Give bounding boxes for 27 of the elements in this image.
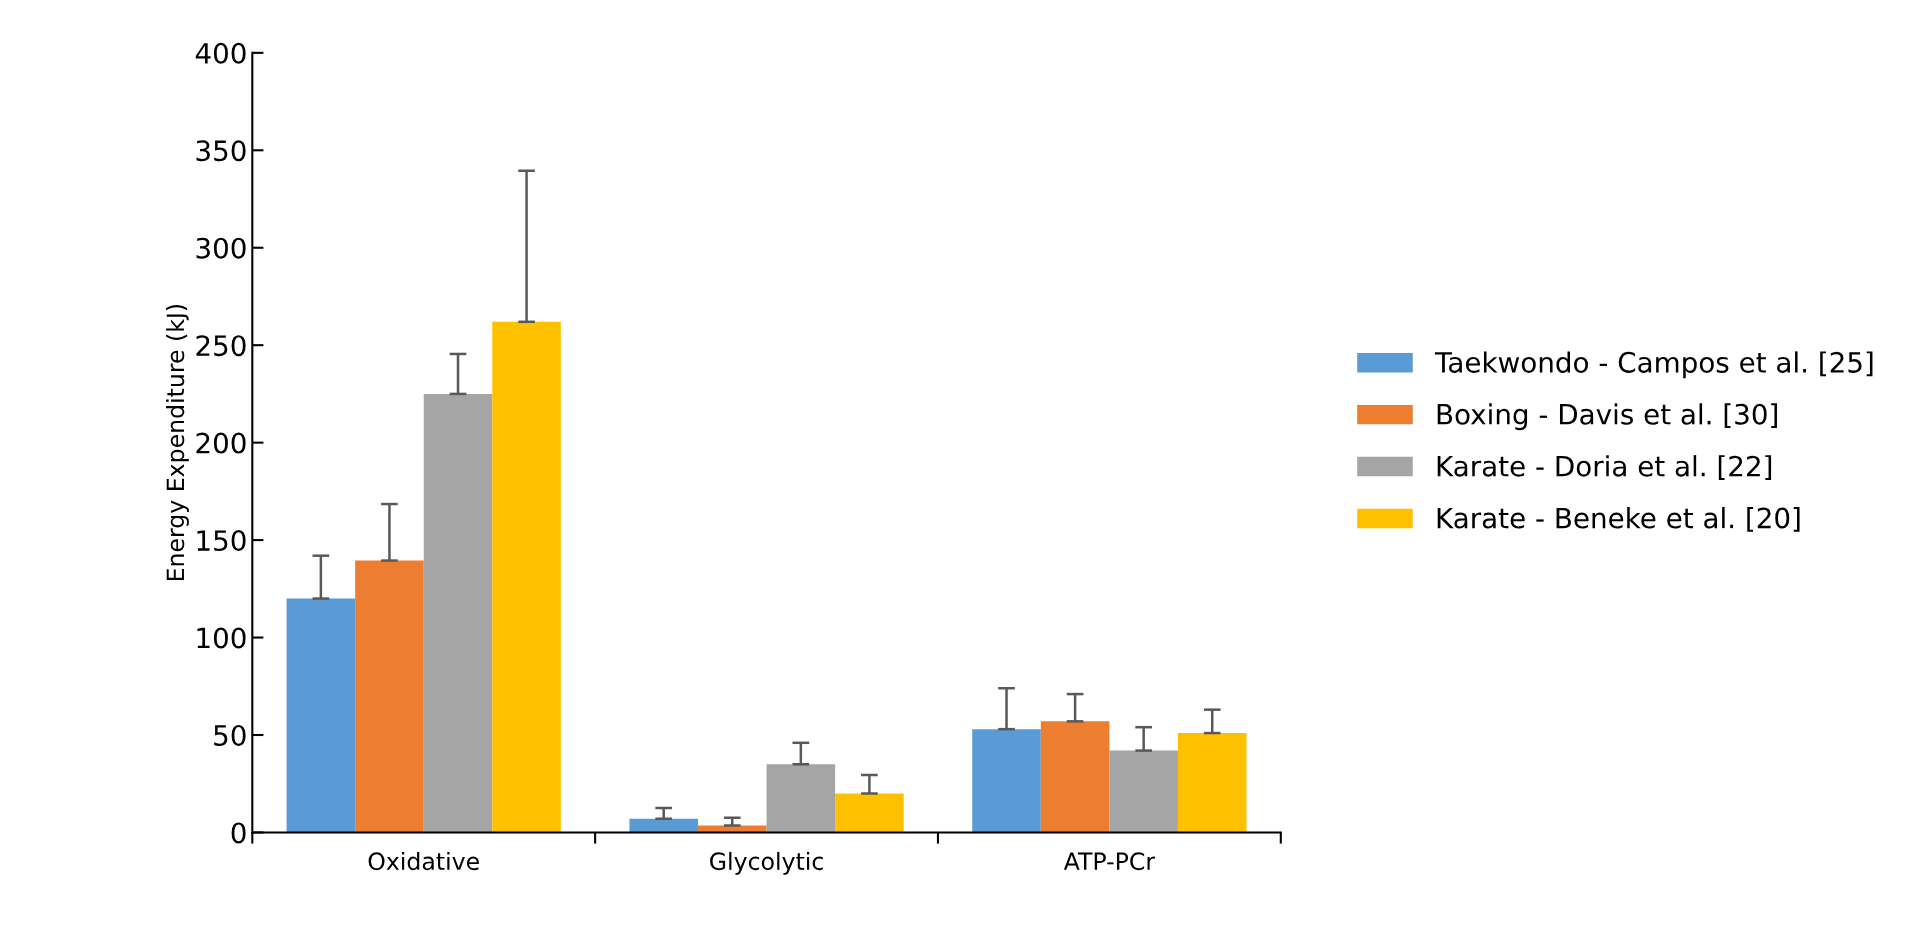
y-tick-label: 400 [195,42,246,64]
y-tick-label: 0 [231,822,246,844]
y-tick-label: 50 [214,724,246,746]
bar [1109,750,1178,833]
y-tick-label: 100 [197,627,246,649]
x-tick-label: Glycolytic [710,851,823,875]
y-tick-label: 300 [196,237,246,259]
legend-label: Karate - Beneke et al. [20] [1437,507,1800,532]
bar [286,598,356,833]
bar [972,729,1041,833]
x-tick-label: ATP-PCr [1063,852,1156,871]
x-tick-label: Oxidative [368,851,479,871]
legend-label: Taekwondo - Campos et al. [25] [1434,351,1873,379]
y-tick-label: 250 [196,335,246,357]
bar [492,321,561,833]
bar [423,393,493,833]
y-tick-label: 150 [197,530,246,552]
bar [835,793,904,833]
y-tick-label: 350 [196,140,246,162]
legend-label: Boxing - Davis et al. [30] [1437,403,1777,431]
bar [1040,721,1110,833]
legend-label: Karate - Doria et al. [22] [1437,455,1772,480]
y-axis-title: Energy Expenditure (kJ) [166,304,189,581]
bar [766,764,836,833]
bar [355,560,424,833]
bar [1177,733,1247,833]
y-tick-label: 200 [196,432,246,454]
